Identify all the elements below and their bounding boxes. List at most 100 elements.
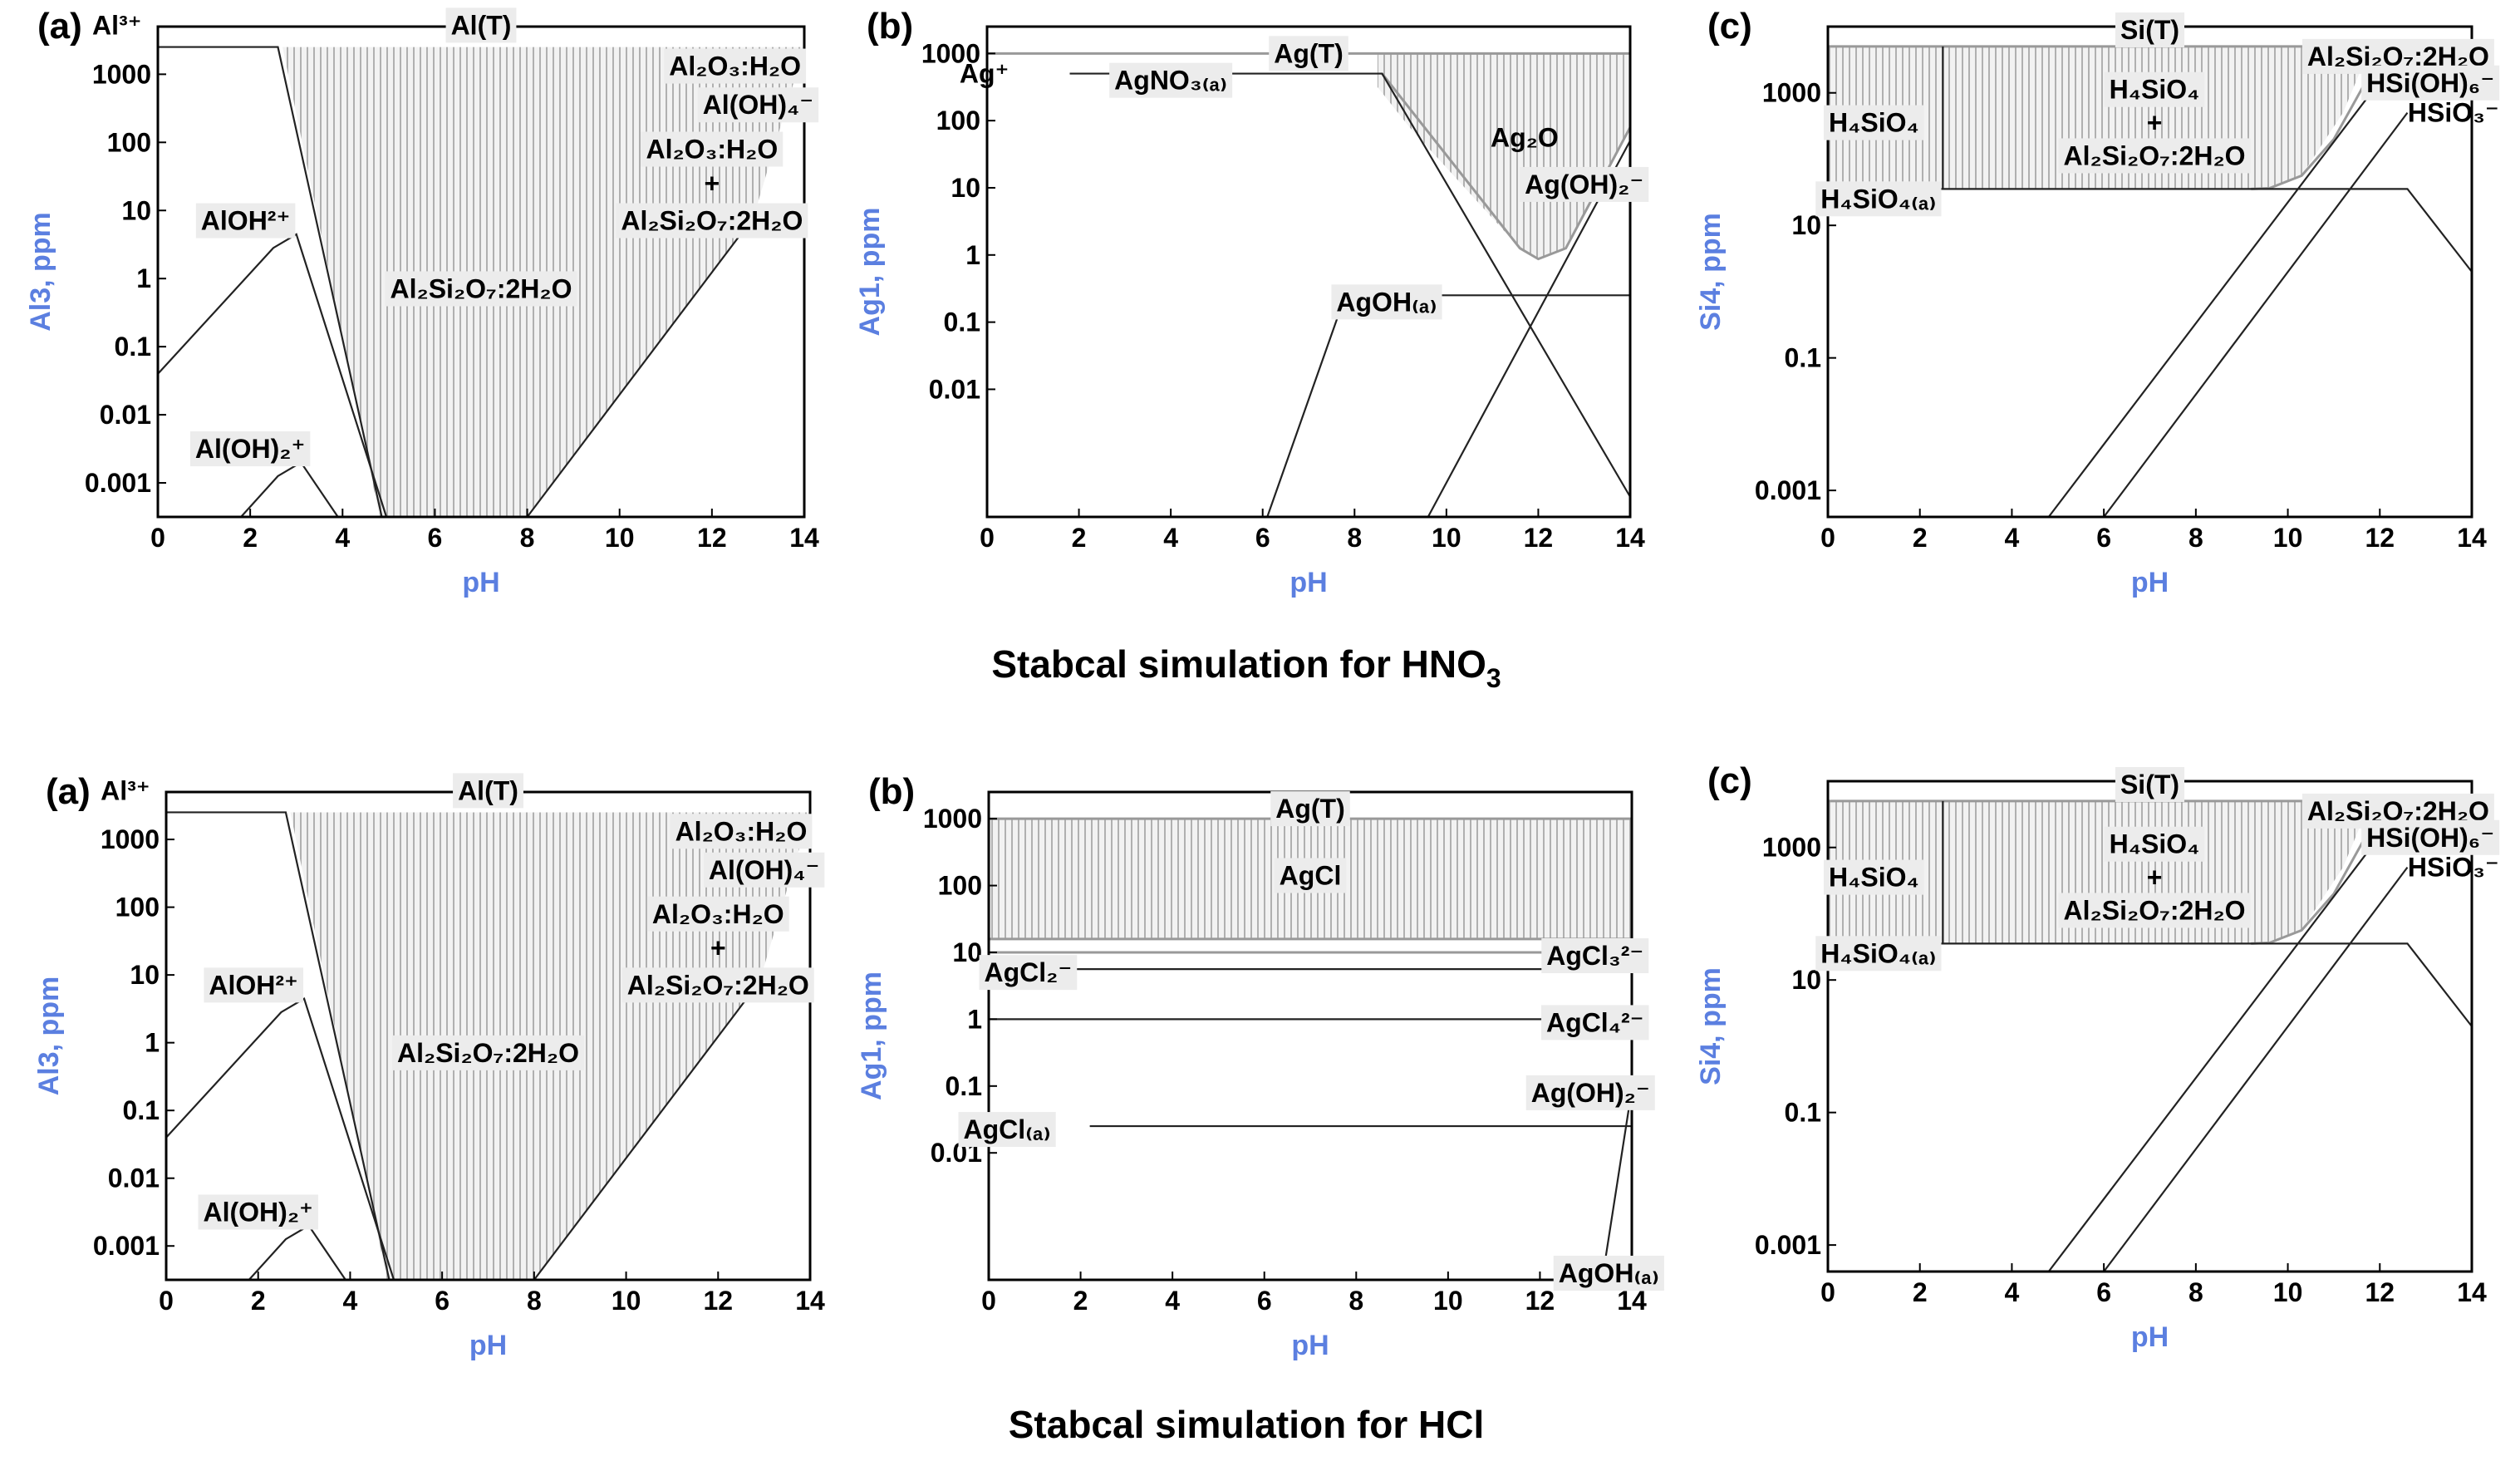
y-tick-label: 10 [130, 960, 160, 990]
species-label: AgCl₃²⁻ [1546, 941, 1643, 971]
y-tick-label: 100 [107, 127, 151, 157]
label-background [385, 271, 577, 307]
panel-letter: (b) [868, 771, 915, 812]
species-label: Ag(T) [1275, 794, 1345, 824]
panel-hno3-a: 0 2 4 6 8 10 12 14 1000 100 10 1 0.1 0.01 0.001 pH Al3, … [25, 6, 819, 598]
x-tick-label: 10 [2273, 523, 2303, 553]
species-label: Ag(OH)₂⁻ [1531, 1078, 1650, 1108]
x-tick-label: 6 [2096, 1277, 2111, 1307]
label-background [204, 967, 303, 1003]
species-line [533, 981, 760, 1281]
x-axis-label: pH [1289, 567, 1327, 598]
panel-hno3-b: 0 2 4 6 8 10 12 14 1000 100 10 1 0.1 0.01 pH Ag1, ppm (b… [854, 6, 1649, 598]
label-background [646, 896, 789, 932]
species-line [157, 233, 388, 518]
species-label: AlOH²⁺ [209, 970, 298, 1000]
label-background [1815, 936, 1942, 972]
label-background [670, 814, 813, 849]
y-tick-label: 0.1 [944, 307, 980, 337]
label-background [195, 203, 296, 239]
x-tick-label: 8 [2188, 1277, 2203, 1307]
label-background [445, 7, 517, 43]
label-background [1274, 858, 1347, 893]
y-tick-label: 0.001 [1755, 475, 1821, 505]
y-axis-label: Ag1, ppm [854, 208, 886, 337]
y-axis-label: Si4, ppm [1695, 213, 1727, 331]
species-label: Al(OH)₂⁺ [204, 1197, 313, 1227]
species-label: AgOH₍ₐ₎ [1559, 1258, 1659, 1288]
x-tick-label: 14 [795, 1286, 825, 1316]
y-axis-label: Ag1, ppm [856, 972, 887, 1100]
label-background [391, 1035, 585, 1070]
label-background [641, 131, 784, 167]
x-tick-label: 10 [1433, 1286, 1463, 1316]
label-background [616, 203, 808, 239]
x-tick-label: 0 [980, 523, 995, 553]
species-label: Ag(OH)₂⁻ [1525, 170, 1643, 199]
label-background [453, 773, 523, 809]
species-label: H₄SiO₄ [2110, 829, 2200, 859]
species-line [2103, 866, 2409, 1272]
species-label: AgCl₂⁻ [984, 957, 1072, 987]
x-tick-label: 2 [251, 1286, 266, 1316]
y-tick-label: 0.01 [929, 374, 980, 404]
label-background [1269, 36, 1348, 71]
label-background [198, 1194, 318, 1230]
species-line [165, 997, 395, 1281]
x-tick-label: 12 [2365, 1277, 2395, 1307]
label-background [1823, 859, 1924, 895]
x-tick-label: 0 [159, 1286, 174, 1316]
species-line [1266, 294, 1347, 518]
species-label: AlOH²⁺ [201, 206, 291, 236]
y-tick-label: 1000 [1762, 78, 1821, 108]
x-tick-label: 2 [1072, 523, 1087, 553]
y-tick-label: 100 [115, 893, 160, 922]
x-tick-label: 14 [1617, 1286, 1647, 1316]
x-tick-label: 2 [243, 523, 258, 553]
y-tick-label: 1 [965, 240, 980, 270]
x-tick-label: 6 [1255, 523, 1270, 553]
species-label: Al₂Si₂O₇:2H₂O [621, 206, 803, 236]
x-tick-label: 6 [428, 523, 443, 553]
x-tick-label: 0 [150, 523, 165, 553]
x-tick-label: 12 [1525, 1286, 1555, 1316]
x-tick-label: 10 [605, 523, 635, 553]
label-background [703, 852, 825, 888]
panel-letter: (a) [37, 6, 82, 47]
label-background [621, 967, 814, 1003]
y-tick-label: 0.1 [123, 1095, 160, 1125]
grey-boundary-line [1381, 72, 1632, 261]
species-label: HSi(OH)₆⁻ [2366, 823, 2494, 853]
x-tick-label: 2 [1913, 523, 1928, 553]
species-label: Ag⁺ [960, 59, 1009, 89]
y-tick-label: 0.01 [100, 400, 151, 430]
x-tick-label: 4 [343, 1286, 358, 1316]
label-background [2361, 65, 2500, 101]
y-tick-label: 1 [967, 1004, 982, 1034]
y-tick-label: 10 [952, 937, 982, 967]
species-label: AgNO₃₍ₐ₎ [1114, 66, 1227, 96]
x-axis-label: pH [2131, 567, 2169, 598]
species-label: Al₂Si₂O₇:2H₂O [390, 273, 572, 303]
label-background [1815, 181, 1942, 217]
y-tick-label: 100 [936, 106, 980, 135]
species-label: Al(T) [451, 10, 512, 40]
species-line [2047, 99, 2367, 518]
x-tick-label: 6 [435, 1286, 449, 1316]
species-label: Al(OH)₂⁺ [195, 434, 305, 464]
x-tick-label: 10 [2273, 1277, 2303, 1307]
x-tick-label: 2 [1073, 1286, 1088, 1316]
label-background [189, 431, 311, 467]
y-tick-label: 0.001 [1755, 1230, 1821, 1260]
label-background [1553, 1255, 1664, 1291]
species-label: H₄SiO₄ [1829, 863, 1919, 893]
x-tick-label: 4 [1163, 523, 1178, 553]
y-tick-label: 0.1 [1785, 1098, 1821, 1128]
species-label: Al₂O₃:H₂O [675, 816, 808, 846]
species-label: Al₂Si₂O₇:2H₂O [397, 1038, 579, 1068]
species-label: Ag(T) [1274, 38, 1344, 68]
x-tick-label: 12 [1524, 523, 1554, 553]
x-tick-label: 14 [2457, 523, 2487, 553]
species-label: Si(T) [2120, 15, 2179, 45]
